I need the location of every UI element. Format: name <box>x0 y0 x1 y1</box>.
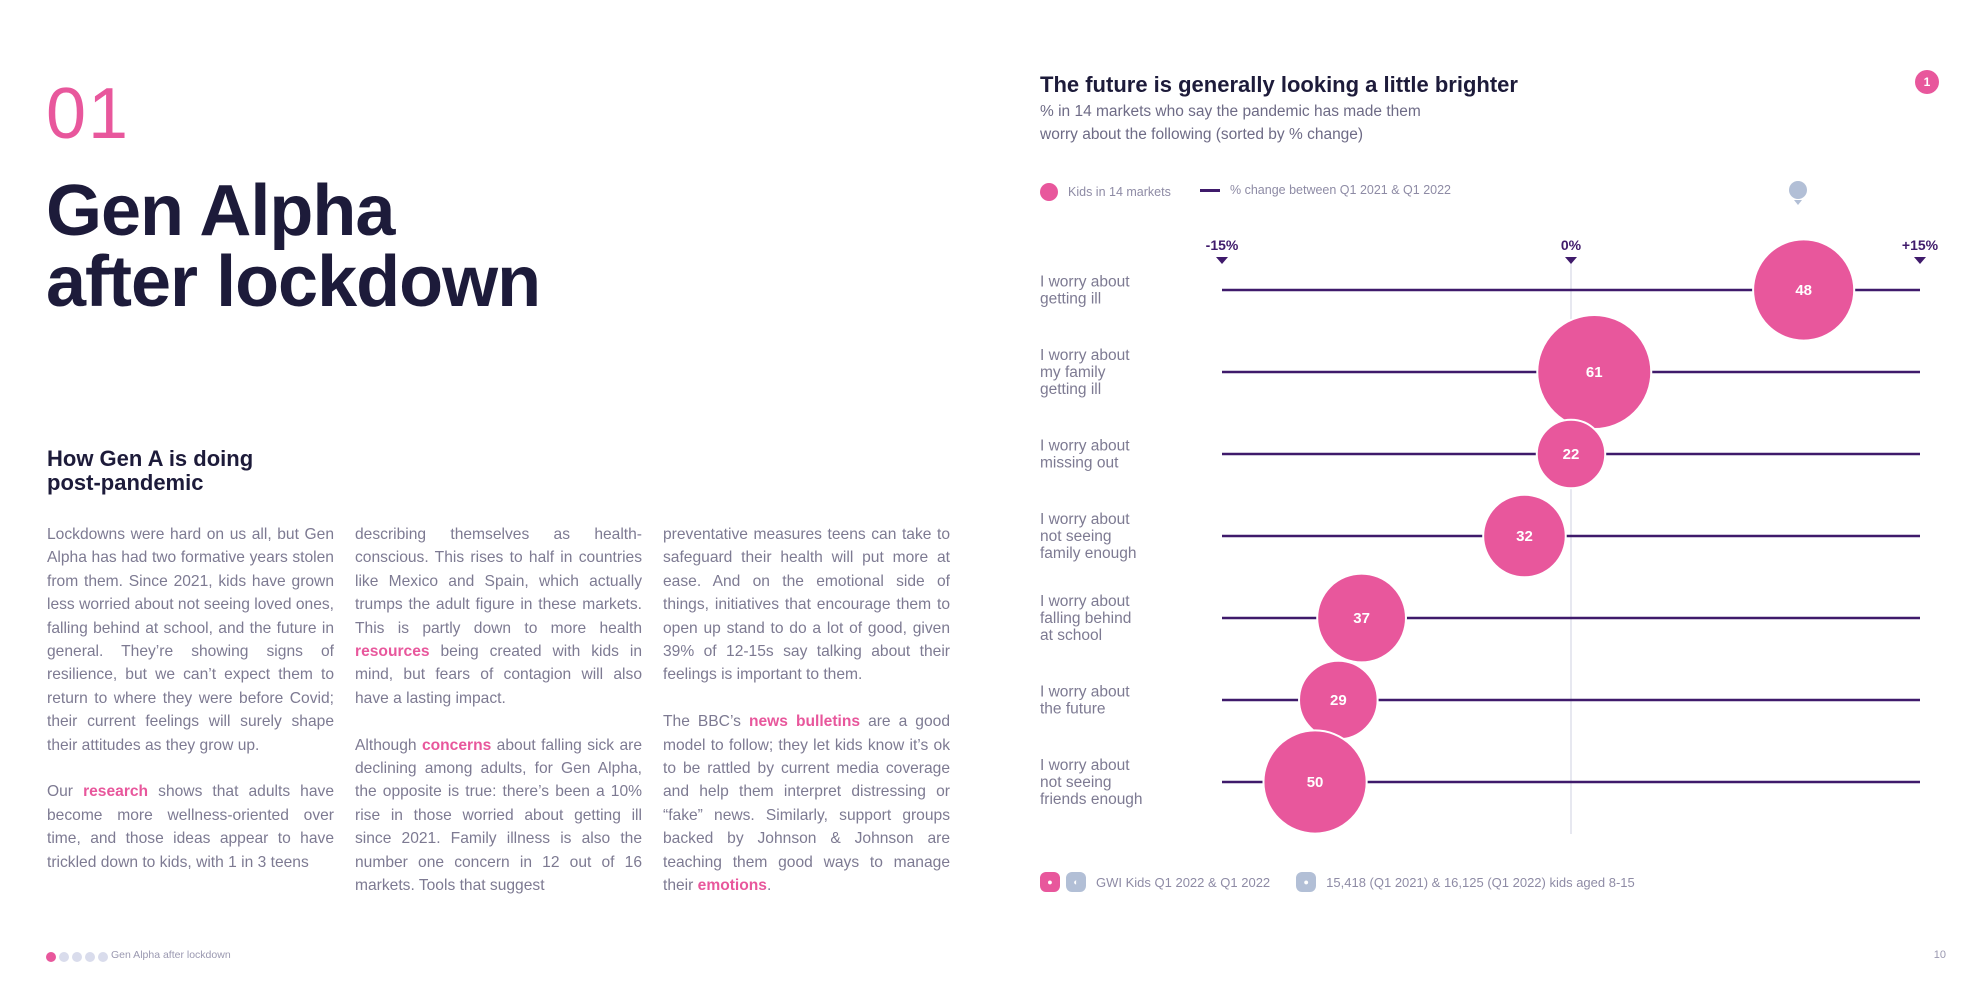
body-column-1: Lockdowns were hard on us all, but Gen A… <box>47 523 334 897</box>
kids-source-icon: ● <box>1040 872 1060 892</box>
row-label: I worry about missing out <box>1040 438 1130 472</box>
body-column-2: describing themselves as health-consciou… <box>355 523 642 921</box>
source-note: ● ◐ GWI Kids Q1 2022 & Q1 2022 ● 15,418 … <box>1040 872 1635 892</box>
footer-label: Gen Alpha after lockdown <box>111 949 231 961</box>
x-tick-label: +15% <box>1902 237 1939 253</box>
page-title-line-1: Gen Alpha <box>46 171 395 251</box>
base-sample-icon: ● <box>1296 872 1317 892</box>
page-dot-active[interactable] <box>46 952 56 962</box>
body-paragraph: Although concerns about falling sick are… <box>355 734 642 898</box>
body-paragraph: describing themselves as health-consciou… <box>355 523 642 710</box>
body-column-3: preventative measures teens can take to … <box>663 523 950 921</box>
bubble-value-label: 29 <box>1330 692 1347 709</box>
chart-subtitle-line-1: % in 14 markets who say the pandemic has… <box>1040 103 1421 120</box>
body-paragraph: The BBC’s news bulletins are a good mode… <box>663 710 950 897</box>
x-tick-label: -15% <box>1206 237 1239 253</box>
info-pin-icon[interactable] <box>1787 180 1809 208</box>
concerns-link[interactable]: concerns <box>421 736 492 754</box>
legend-line-icon <box>1200 188 1220 192</box>
section-subtitle: How Gen A is doing post-pandemic <box>47 447 253 495</box>
bubble-value-label: 61 <box>1586 364 1603 381</box>
bubble-chart: -15% 0% +15% I worry about getting ill 48 I wo… <box>1040 237 1939 835</box>
chart-subtitle: % in 14 markets who say the pandemic has… <box>1040 100 1480 146</box>
row-label: I worry about not seeing friends enough <box>1040 757 1143 808</box>
emotions-link[interactable]: emotions <box>697 877 767 895</box>
legend-change-label: % change between Q1 2021 & Q1 2022 <box>1230 183 1451 197</box>
body-paragraph: preventative measures teens can take to … <box>663 526 950 684</box>
page-dot[interactable] <box>85 952 95 962</box>
body-paragraph: Lockdowns were hard on us all, but Gen A… <box>47 526 334 754</box>
text-run: The BBC’s <box>663 713 749 731</box>
text-run: Although <box>355 736 422 754</box>
body-paragraph: Our research shows that adults have beco… <box>47 780 334 874</box>
value-bubble <box>1535 418 1607 490</box>
bubble-value-label: 22 <box>1563 446 1580 463</box>
text-run: are a good model to follow; they let kid… <box>663 713 950 895</box>
text-run: shows that adults have become more welln… <box>47 783 334 871</box>
legend-change: % change between Q1 2021 & Q1 2022 <box>1200 183 1451 197</box>
row-label: I worry about my family getting ill <box>1040 347 1130 398</box>
row-label: I worry about not seeing family enough <box>1040 511 1137 562</box>
row-label: I worry about the future <box>1040 684 1130 718</box>
resources-link[interactable]: resources <box>355 643 430 661</box>
page-indicator <box>46 952 108 962</box>
value-bubble <box>1262 729 1368 835</box>
legend-kids-label: Kids in 14 markets <box>1068 185 1171 199</box>
bubble-value-label: 32 <box>1516 528 1533 545</box>
base-label: 15,418 (Q1 2021) & 16,125 (Q1 2022) kids… <box>1326 874 1635 890</box>
row-label: I worry about falling behind at school <box>1040 593 1131 644</box>
page-dot[interactable] <box>98 952 108 962</box>
value-bubble <box>1482 493 1567 579</box>
survey-source-icon: ◐ <box>1066 872 1086 892</box>
section-subtitle-line-2: post-pandemic <box>47 469 204 495</box>
bubble-value-label: 37 <box>1353 610 1370 627</box>
x-tick-marker <box>1565 257 1577 264</box>
value-bubble <box>1752 238 1856 342</box>
section-number: 01 <box>46 74 131 154</box>
text-run: being created with kids in mind, but fea… <box>355 643 642 707</box>
page-title-line-2: after lockdown <box>46 241 541 322</box>
bubble-value-label: 50 <box>1307 774 1324 791</box>
page-title: Gen Alpha after lockdown <box>46 171 541 322</box>
row-label: I worry about getting ill <box>1040 274 1130 308</box>
page-number: 10 <box>1933 949 1946 961</box>
text-run: about falling sick are declining among a… <box>355 736 642 895</box>
chart-subtitle-line-2: worry about the following (sorted by % c… <box>1040 126 1364 143</box>
bubble-value-label: 48 <box>1795 282 1812 299</box>
news-bulletins-link[interactable]: news bulletins <box>748 713 861 731</box>
source-label: GWI Kids Q1 2022 & Q1 2022 <box>1096 874 1271 890</box>
research-link[interactable]: research <box>83 783 149 801</box>
section-subtitle-line-1: How Gen A is doing <box>47 446 254 471</box>
x-tick-marker <box>1914 257 1926 264</box>
x-tick-marker <box>1216 257 1228 264</box>
page-dot[interactable] <box>72 952 82 962</box>
page-dot[interactable] <box>59 952 69 962</box>
chart-title: The future is generally looking a little… <box>1040 72 1518 97</box>
value-bubble <box>1316 572 1407 664</box>
legend-kids: Kids in 14 markets <box>1040 183 1171 201</box>
x-tick-label: 0% <box>1561 237 1582 253</box>
text-run: Our <box>47 783 84 801</box>
legend-dot-icon <box>1040 183 1058 201</box>
text-run: describing themselves as health-consciou… <box>355 526 642 637</box>
text-run: . <box>766 877 772 895</box>
chart-number-badge: 1 <box>1915 70 1939 94</box>
